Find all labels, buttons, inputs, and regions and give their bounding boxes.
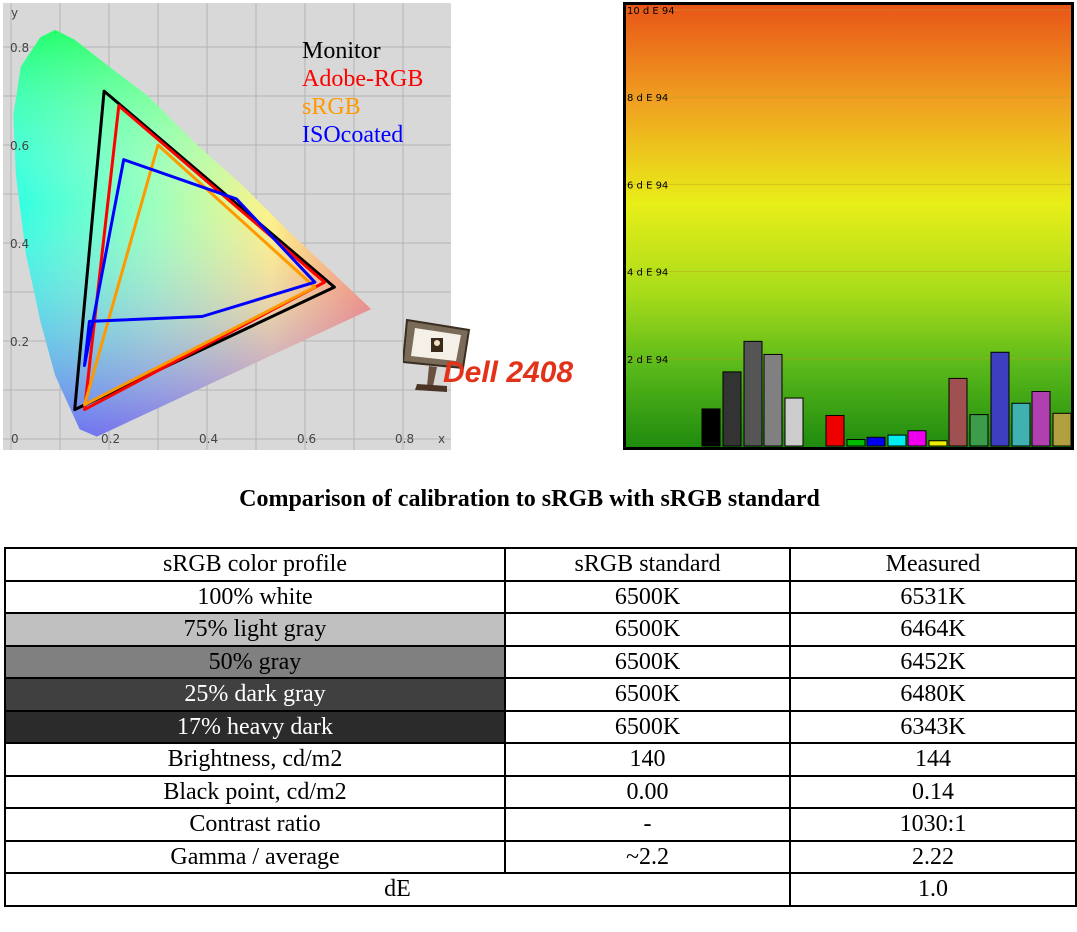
bar — [969, 414, 989, 447]
y-tick-label: 0.2 — [10, 335, 29, 349]
y-tick-label: 8 d E 94 — [627, 93, 668, 104]
brand-label: Dell 2408 — [443, 356, 574, 389]
standard-value: 6500K — [504, 677, 791, 712]
measured-value: 6480K — [789, 677, 1077, 712]
bar — [928, 440, 948, 447]
table-row: Brightness, cd/m2 140 144 — [4, 742, 1077, 777]
column-header: sRGB standard — [504, 547, 791, 582]
legend-entry: Monitor — [302, 38, 381, 64]
bar — [1011, 402, 1031, 447]
measured-value: 0.14 — [789, 774, 1077, 809]
delta-e-chart-svg: 2 d E 94 4 d E 94 6 d E 94 8 d E 94 10 d E 9… — [623, 2, 1074, 450]
bar — [887, 434, 907, 447]
legend-entry: ISOcoated — [302, 122, 403, 148]
x-tick-label: 0 — [11, 432, 19, 446]
column-header: Measured — [789, 547, 1077, 582]
standard-value: 6500K — [504, 644, 791, 679]
row-label: Black point, cd/m2 — [4, 774, 506, 809]
monitor-logo: Dell 2408 — [403, 316, 603, 394]
table-row: Gamma / average ~2.2 2.22 — [4, 839, 1077, 874]
row-label: 25% dark gray — [4, 677, 506, 712]
standard-value: - — [504, 807, 791, 842]
table-row: Black point, cd/m2 0.00 0.14 — [4, 774, 1077, 809]
gamut-isocoated — [83, 158, 317, 367]
y-tick-label: 10 d E 94 — [627, 6, 675, 17]
y-tick-label: 0.4 — [10, 237, 29, 251]
bar — [763, 353, 783, 447]
measured-value: 144 — [789, 742, 1077, 777]
bar — [846, 438, 866, 447]
measured-value: 2.22 — [789, 839, 1077, 874]
y-tick-label: 2 d E 94 — [627, 355, 668, 366]
y-tick-label: 0.6 — [10, 139, 29, 153]
table-header-row: sRGB color profile sRGB standard Measured — [4, 547, 1077, 582]
standard-value: 6500K — [504, 579, 791, 614]
measured-value: 1030:1 — [789, 807, 1077, 842]
legend-entry: Adobe-RGB — [302, 66, 423, 92]
x-tick-label: 0.2 — [101, 432, 120, 446]
y-tick-label: 6 d E 94 — [627, 180, 668, 191]
measured-value: 6343K — [789, 709, 1077, 744]
x-tick-label: 0.6 — [297, 432, 316, 446]
row-label: 75% light gray — [4, 612, 506, 647]
bar — [743, 340, 763, 447]
measured-value: 6452K — [789, 644, 1077, 679]
measured-value: 6531K — [789, 579, 1077, 614]
delta-e-bar-chart: 2 d E 94 4 d E 94 6 d E 94 8 d E 94 10 d E 9… — [623, 2, 1074, 450]
measured-value: 6464K — [789, 612, 1077, 647]
calibration-results-table: sRGB color profile sRGB standard Measured 1… — [4, 547, 1077, 907]
gamut-monitor — [73, 89, 336, 412]
column-header: sRGB color profile — [4, 547, 506, 582]
bar — [907, 430, 927, 447]
table-row: 75% light gray 6500K 6464K — [4, 612, 1077, 647]
row-label: Contrast ratio — [4, 807, 506, 842]
bar — [1052, 412, 1072, 447]
row-label: dE — [4, 872, 791, 907]
table-row: dE 1.0 — [4, 872, 1077, 907]
bar — [722, 371, 742, 447]
bar — [948, 377, 968, 447]
measured-value: 1.0 — [789, 872, 1077, 907]
x-tick-label: 0.4 — [199, 432, 218, 446]
cie-chart-svg: 0 0.2 0.4 0.6 0.8 0.2 0.4 0.6 0.8 x y MonitorAdobe… — [3, 3, 451, 450]
table-row: 100% white 6500K 6531K — [4, 579, 1077, 614]
bar — [701, 408, 721, 447]
cie-chromaticity-chart: 0 0.2 0.4 0.6 0.8 0.2 0.4 0.6 0.8 x y Monitor Adobe… — [3, 3, 451, 450]
y-tick-label: 0.8 — [10, 41, 29, 55]
row-label: 100% white — [4, 579, 506, 614]
legend-entry: sRGB — [302, 94, 361, 120]
table-row: 50% gray 6500K 6452K — [4, 644, 1077, 679]
y-axis-label: y — [11, 6, 18, 20]
standard-value: 140 — [504, 742, 791, 777]
bar — [866, 436, 886, 447]
bar — [1031, 391, 1051, 447]
bar — [784, 397, 804, 447]
table-row: 25% dark gray 6500K 6480K — [4, 677, 1077, 712]
y-tick-label: 4 d E 94 — [627, 268, 668, 279]
table-row: Contrast ratio -1030:1 — [4, 807, 1077, 842]
standard-value: 6500K — [504, 709, 791, 744]
row-label: Gamma / average — [4, 839, 506, 874]
chart-caption: Comparison of calibration to sRGB with s… — [239, 486, 820, 512]
row-label: 50% gray — [4, 644, 506, 679]
monitor-icon — [403, 318, 471, 392]
gamut-srgb — [83, 143, 317, 407]
row-label: Brightness, cd/m2 — [4, 742, 506, 777]
table-row: 17% heavy dark 6500K 6343K — [4, 709, 1077, 744]
row-label: 17% heavy dark — [4, 709, 506, 744]
standard-value: 0.00 — [504, 774, 791, 809]
bar — [825, 414, 845, 447]
standard-value: ~2.2 — [504, 839, 791, 874]
x-axis-label: x — [438, 432, 445, 446]
bar — [990, 351, 1010, 447]
x-tick-label: 0.8 — [395, 432, 414, 446]
standard-value: 6500K — [504, 612, 791, 647]
